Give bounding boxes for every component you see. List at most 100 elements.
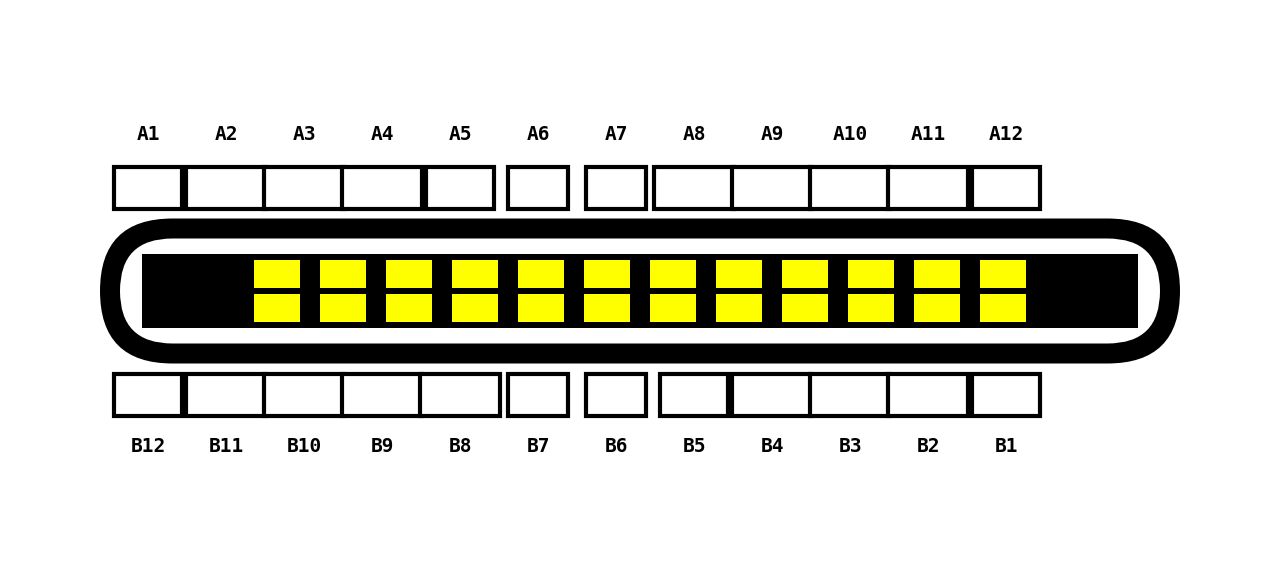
Bar — [810, 166, 890, 208]
Bar — [980, 294, 1027, 322]
Text: A5: A5 — [448, 126, 472, 144]
Text: A8: A8 — [682, 126, 705, 144]
Bar — [646, 291, 699, 325]
Text: B12: B12 — [131, 438, 165, 456]
Text: A10: A10 — [832, 126, 868, 144]
Bar — [383, 257, 435, 291]
Text: TX1-: TX1- — [283, 179, 325, 197]
Bar — [782, 260, 828, 288]
Bar — [508, 166, 568, 208]
Bar — [660, 374, 728, 416]
Text: A12: A12 — [988, 126, 1024, 144]
Bar — [515, 257, 567, 291]
Bar — [342, 374, 422, 416]
Bar — [452, 294, 498, 322]
Bar — [518, 260, 564, 288]
Bar — [732, 166, 812, 208]
Bar — [713, 291, 765, 325]
Text: CC2: CC2 — [677, 385, 710, 403]
Text: RX2+: RX2+ — [906, 179, 950, 197]
Text: D+: D+ — [605, 385, 627, 403]
Bar — [810, 374, 890, 416]
Text: A4: A4 — [370, 126, 394, 144]
Text: B7: B7 — [526, 438, 549, 456]
Bar — [780, 291, 831, 325]
Bar — [888, 166, 968, 208]
Bar — [387, 294, 433, 322]
Text: GND: GND — [989, 179, 1023, 197]
Bar — [342, 166, 422, 208]
Bar — [716, 260, 762, 288]
Bar — [253, 260, 300, 288]
Text: RX1+: RX1+ — [205, 385, 248, 403]
Bar — [383, 291, 435, 325]
Text: TX2-: TX2- — [828, 385, 872, 403]
Bar — [732, 374, 812, 416]
Bar — [251, 257, 303, 291]
Text: A9: A9 — [760, 126, 783, 144]
Bar — [264, 374, 344, 416]
Text: B1: B1 — [995, 438, 1018, 456]
Text: GND: GND — [132, 385, 164, 403]
Bar — [186, 166, 266, 208]
Text: D+: D+ — [527, 179, 549, 197]
Text: A1: A1 — [136, 126, 160, 144]
Bar — [914, 260, 960, 288]
Bar — [977, 291, 1029, 325]
Bar — [253, 294, 300, 322]
Bar — [716, 294, 762, 322]
Bar — [452, 260, 498, 288]
Text: SBU1: SBU1 — [672, 179, 716, 197]
Bar — [914, 294, 960, 322]
Bar — [650, 260, 696, 288]
Text: B6: B6 — [604, 438, 627, 456]
Bar — [114, 374, 182, 416]
Bar — [911, 257, 963, 291]
Bar — [317, 291, 369, 325]
Text: VBUS: VBUS — [750, 179, 794, 197]
Bar — [584, 260, 630, 288]
Bar — [264, 166, 344, 208]
Bar — [420, 374, 500, 416]
Bar — [581, 291, 634, 325]
Bar — [142, 254, 1138, 328]
Bar — [845, 291, 897, 325]
FancyBboxPatch shape — [100, 218, 1180, 364]
Bar — [586, 166, 646, 208]
Bar — [251, 291, 303, 325]
Bar — [581, 257, 634, 291]
Text: SBU2: SBU2 — [438, 385, 481, 403]
Bar — [387, 260, 433, 288]
Text: GND: GND — [132, 179, 164, 197]
Text: D-: D- — [527, 385, 549, 403]
Text: A2: A2 — [214, 126, 238, 144]
Bar — [114, 166, 182, 208]
Bar — [980, 260, 1027, 288]
Bar — [508, 374, 568, 416]
Bar — [845, 257, 897, 291]
Text: CC1: CC1 — [444, 179, 476, 197]
Bar — [320, 294, 366, 322]
Text: B9: B9 — [370, 438, 394, 456]
Bar — [654, 166, 733, 208]
Text: A11: A11 — [910, 126, 946, 144]
Bar — [713, 257, 765, 291]
Text: B5: B5 — [682, 438, 705, 456]
Text: RX2-: RX2- — [828, 179, 872, 197]
Text: VBUS: VBUS — [360, 385, 403, 403]
Bar — [426, 166, 494, 208]
Bar — [911, 291, 963, 325]
Text: B2: B2 — [916, 438, 940, 456]
Text: B10: B10 — [287, 438, 321, 456]
Text: B8: B8 — [448, 438, 472, 456]
Bar — [515, 291, 567, 325]
Bar — [317, 257, 369, 291]
Bar — [584, 294, 630, 322]
Bar — [849, 260, 893, 288]
Bar — [888, 374, 968, 416]
Text: VBUS: VBUS — [360, 179, 403, 197]
Text: D-: D- — [605, 179, 627, 197]
Bar — [320, 260, 366, 288]
Text: TX1+: TX1+ — [205, 179, 248, 197]
Text: B11: B11 — [209, 438, 243, 456]
